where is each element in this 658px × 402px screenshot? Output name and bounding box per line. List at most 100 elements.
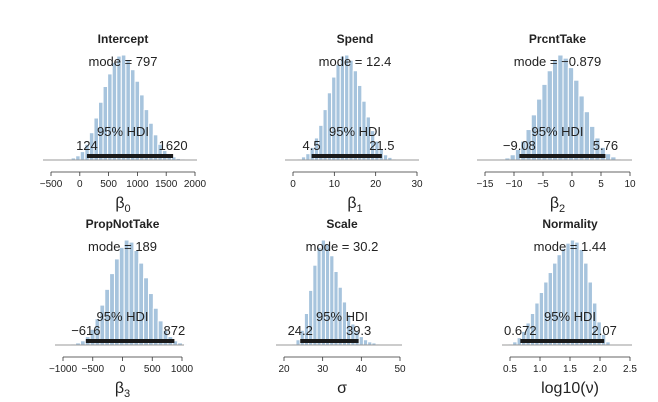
- histogram-bar: [120, 54, 127, 161]
- mode-label: mode = 189: [88, 239, 157, 254]
- histogram-bar: [512, 341, 518, 346]
- histogram-bar: [128, 241, 135, 346]
- histogram-bar: [116, 55, 122, 161]
- hdi-high-value: 2.07: [592, 323, 617, 338]
- histogram-bar: [357, 84, 363, 161]
- histogram-bar: [322, 109, 328, 161]
- x-tick-label: −500: [81, 364, 104, 375]
- x-axis-label: log10(ν): [541, 380, 599, 397]
- histogram-bar: [562, 57, 569, 161]
- mode-label: mode = −0.879: [514, 54, 601, 69]
- x-tick-label: −5: [537, 179, 549, 190]
- x-tick-label: 2.0: [593, 364, 607, 375]
- histogram-bar: [107, 73, 113, 161]
- x-tick-label: 20: [278, 364, 290, 375]
- histogram-bar: [320, 239, 326, 346]
- panel-title: Normality: [542, 217, 598, 231]
- x-tick-label: 2.5: [623, 364, 637, 375]
- x-tick-label: 0.5: [503, 364, 517, 375]
- histogram-bar: [387, 156, 393, 161]
- histogram-bar: [129, 69, 136, 161]
- panel-prcnttake: PrcntTake mode = −0.879 95% HDI−9.08 5.76 −1…: [477, 32, 636, 215]
- histogram-bar: [604, 153, 612, 161]
- panel-spend: Spend mode = 12.4 95% HDI 4.5 21.5 0 10 20 30 β1: [285, 32, 423, 215]
- histogram-bar: [312, 264, 318, 346]
- hdi-label: 95% HDI: [531, 124, 583, 139]
- hdi-high-value: 872: [164, 323, 186, 338]
- mode-label: mode = 797: [88, 54, 157, 69]
- panel-propnottake: PropNotTake mode = 189 95% HDI−616 872 −1000…: [49, 217, 194, 400]
- histogram-bar: [111, 61, 118, 161]
- x-tick-label: 50: [394, 364, 406, 375]
- histogram-bar: [362, 339, 369, 346]
- x-axis-label: β1: [347, 195, 362, 215]
- x-tick-label: 10: [624, 179, 636, 190]
- histogram-bar: [509, 154, 516, 161]
- x-tick-label: −1000: [49, 364, 78, 375]
- histogram-bar: [605, 341, 611, 346]
- histogram-bar: [367, 341, 373, 346]
- x-axis-label: σ: [337, 380, 347, 397]
- mode-label: mode = 30.2: [306, 239, 379, 254]
- histogram-bar: [551, 59, 559, 161]
- histogram-bar: [556, 254, 562, 346]
- x-tick-label: −10: [506, 179, 523, 190]
- x-tick-label: 500: [100, 179, 117, 190]
- histogram-bar: [560, 247, 567, 346]
- histogram-bar: [504, 157, 511, 161]
- x-tick-label: 30: [317, 364, 329, 375]
- x-tick-label: 40: [356, 364, 368, 375]
- histogram-bar: [75, 155, 81, 161]
- histogram-bar: [147, 293, 154, 346]
- histogram-bar: [382, 154, 389, 161]
- hdi-low-value: 124: [76, 138, 98, 153]
- histogram-bar: [335, 63, 341, 161]
- histogram-bar: [565, 242, 571, 346]
- histogram-bar: [344, 54, 350, 161]
- histogram-bar: [578, 248, 585, 346]
- histogram-bar: [316, 246, 322, 346]
- histogram-bar: [324, 243, 331, 346]
- histogram-bar: [574, 241, 580, 346]
- x-axis-label: β3: [115, 380, 130, 400]
- x-tick-label: 5: [598, 179, 604, 190]
- panel-title: PropNotTake: [86, 217, 160, 231]
- histogram-bar: [300, 156, 307, 161]
- panel-title: Intercept: [98, 32, 149, 46]
- x-tick-label: −15: [477, 179, 494, 190]
- histogram-bar: [546, 70, 553, 161]
- x-tick-label: 0: [77, 179, 83, 190]
- x-tick-label: 20: [370, 179, 382, 190]
- histogram-bar: [134, 80, 141, 161]
- hdi-high-value: 21.5: [369, 138, 394, 153]
- hdi-low-value: −9.08: [503, 138, 536, 153]
- panel-title: PrcntTake: [529, 32, 586, 46]
- histogram-bar: [177, 342, 183, 346]
- x-tick-label: 1000: [126, 179, 149, 190]
- hdi-high-value: 39.3: [346, 323, 371, 338]
- histogram-bar: [348, 59, 354, 161]
- histogram-bar: [557, 54, 564, 161]
- hdi-low-value: −616: [71, 323, 100, 338]
- histogram-bar: [70, 157, 77, 161]
- histogram-bar: [329, 255, 335, 346]
- hdi-low-value: 24.2: [288, 323, 313, 338]
- hdi-label: 95% HDI: [544, 309, 596, 324]
- histogram-bar: [552, 262, 558, 346]
- histogram-bar: [123, 239, 130, 346]
- hdi-low-value: 4.5: [303, 138, 321, 153]
- histogram-bar: [610, 156, 617, 161]
- hdi-high-value: 1620: [159, 138, 188, 153]
- x-tick-label: 2000: [184, 179, 207, 190]
- x-tick-label: 500: [144, 364, 161, 375]
- histogram-bar: [113, 258, 120, 346]
- x-tick-label: 1500: [155, 179, 178, 190]
- histogram-bar: [541, 83, 548, 161]
- histogram-bar: [133, 250, 140, 346]
- x-tick-label: 1.0: [533, 364, 547, 375]
- histogram-bar: [569, 239, 576, 346]
- histogram-bar: [339, 55, 346, 161]
- histogram-bar: [118, 246, 125, 346]
